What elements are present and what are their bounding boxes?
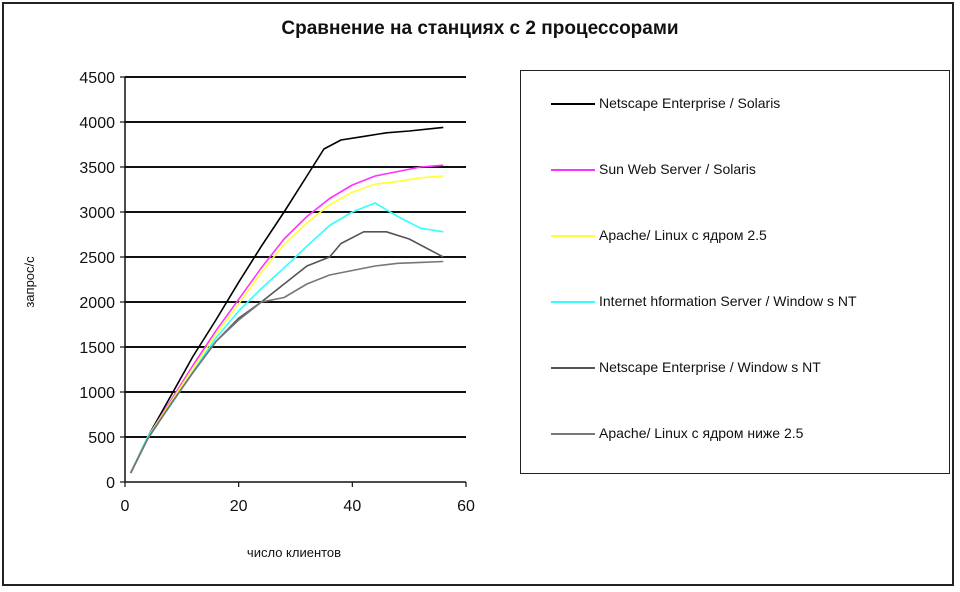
series-line-1 [129,126,444,474]
legend-item: Netscape Enterprise / Window s NT [521,357,949,379]
y-tick-label: 500 [88,430,115,447]
legend-label: Internet hformation Server / Window s NT [599,293,857,309]
y-tick-label: 4500 [79,70,115,87]
series-line-2 [129,164,444,474]
legend: Netscape Enterprise / Solaris Sun Web Ser… [520,70,950,474]
legend-label: Apache/ Linux с ядром 2.5 [599,227,767,243]
chart-title: Сравнение на станциях с 2 процессорами [281,18,679,39]
x-tick-label: 40 [343,498,361,515]
legend-item: Apache/ Linux с ядром ниже 2.5 [521,423,949,445]
y-tick-label: 3000 [79,205,115,222]
legend-label: Netscape Enterprise / Window s NT [599,359,821,375]
y-tick-label: 2500 [79,250,115,267]
series-line-4 [129,202,444,474]
legend-swatch [551,103,595,105]
legend-swatch [551,235,595,237]
legend-label: Netscape Enterprise / Solaris [599,95,781,111]
legend-item: Apache/ Linux с ядром 2.5 [521,225,949,247]
legend-item: Sun Web Server / Solaris [521,159,949,181]
x-axis-title: число клиентов [247,545,341,560]
y-tick-label: 3500 [79,160,115,177]
legend-label: Sun Web Server / Solaris [599,161,756,177]
legend-swatch [551,433,595,435]
y-axis-title: запрос/с [22,256,37,308]
y-tick-label: 0 [106,475,115,492]
legend-item: Internet hformation Server / Window s NT [521,291,949,313]
y-tick-label: 1000 [79,385,115,402]
series-line-3 [129,175,444,474]
legend-label: Apache/ Linux с ядром ниже 2.5 [599,425,804,441]
x-tick-label: 0 [121,498,130,515]
x-tick-label: 60 [457,498,475,515]
legend-item: Netscape Enterprise / Solaris [521,93,949,115]
y-tick-label: 4000 [79,115,115,132]
legend-swatch [551,367,595,369]
y-tick-label: 1500 [79,340,115,357]
series-line-6 [129,260,444,474]
legend-swatch [551,169,595,171]
legend-swatch [551,301,595,303]
x-tick-label: 20 [230,498,248,515]
y-tick-label: 2000 [79,295,115,312]
